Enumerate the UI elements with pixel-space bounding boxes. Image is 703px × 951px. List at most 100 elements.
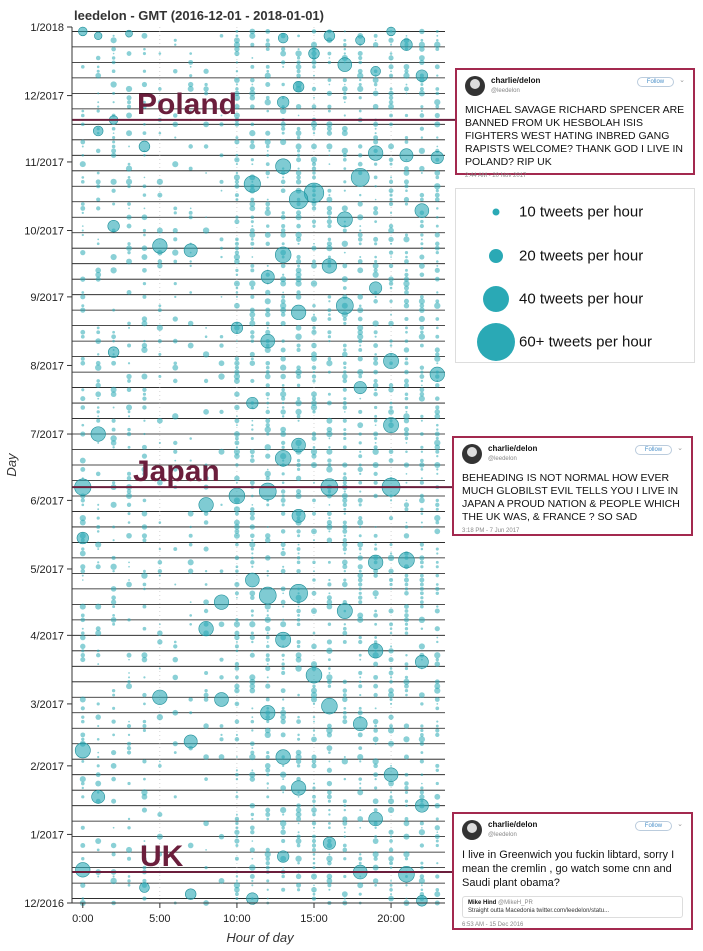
chevron-down-icon[interactable]: ⌄: [679, 77, 685, 84]
activity-dot: [204, 463, 208, 467]
activity-dot: [420, 172, 423, 174]
activity-dot: [81, 759, 85, 763]
activity-dot: [435, 383, 440, 388]
data-point: [322, 836, 336, 850]
activity-dot: [312, 171, 316, 175]
activity-dot: [219, 675, 224, 680]
data-point: [258, 586, 277, 605]
activity-dot: [141, 444, 147, 450]
activity-dot: [251, 884, 254, 887]
activity-dot: [126, 489, 132, 494]
chevron-down-icon[interactable]: ⌄: [677, 821, 683, 828]
activity-dot: [435, 732, 440, 738]
activity-dot: [203, 511, 209, 516]
activity-dot: [419, 113, 425, 118]
activity-dot: [128, 672, 130, 674]
x-tick-label: 10:00: [223, 913, 251, 925]
activity-dot: [234, 193, 239, 198]
activity-dot: [143, 587, 146, 591]
activity-dot: [372, 271, 379, 278]
activity-dot: [373, 763, 378, 769]
x-axis-label: Hour of day: [226, 930, 295, 945]
activity-dot: [297, 715, 300, 719]
activity-dot: [265, 665, 271, 672]
activity-dot: [420, 330, 424, 335]
activity-dot: [326, 241, 332, 247]
activity-dot: [357, 307, 364, 314]
activity-dot: [312, 834, 316, 839]
activity-dot: [265, 29, 271, 34]
activity-dot: [281, 131, 285, 135]
activity-dot: [157, 339, 162, 344]
activity-dot: [189, 207, 192, 210]
activity-dot: [142, 498, 147, 503]
activity-dot: [95, 630, 102, 637]
activity-dot: [264, 139, 271, 146]
activity-dot: [95, 338, 102, 344]
activity-dot: [390, 242, 393, 245]
activity-dot: [420, 219, 424, 224]
activity-dot: [388, 227, 394, 234]
activity-dot: [280, 732, 286, 738]
activity-dot: [312, 684, 316, 688]
chevron-down-icon[interactable]: ⌄: [677, 445, 683, 452]
activity-dot: [110, 501, 117, 508]
activity-dot: [435, 87, 440, 91]
activity-dot: [188, 210, 193, 215]
activity-dot: [358, 670, 363, 675]
activity-dot: [157, 852, 163, 857]
activity-dot: [251, 817, 254, 821]
activity-dot: [311, 219, 317, 224]
activity-dot: [420, 445, 424, 449]
activity-dot: [234, 886, 240, 893]
activity-dot: [373, 175, 378, 180]
activity-dot: [311, 29, 317, 34]
activity-dot: [418, 736, 426, 743]
activity-dot: [141, 533, 148, 539]
activity-dot: [312, 498, 316, 503]
activity-dot: [281, 242, 285, 246]
activity-dot: [234, 630, 240, 636]
activity-dot: [142, 878, 147, 883]
tweet-timestamp[interactable]: 3:18 PM - 7 Jun 2017: [462, 528, 520, 534]
activity-dot: [372, 42, 379, 48]
activity-dot: [265, 476, 270, 481]
activity-dot: [281, 46, 286, 52]
activity-dot: [251, 649, 254, 652]
legend-dot-20: [489, 249, 503, 263]
activity-dot: [310, 156, 318, 163]
quoted-tweet[interactable]: Mike Hind @MikeH_PR Straight outta Maced…: [462, 896, 683, 918]
activity-dot: [281, 503, 285, 507]
activity-dot: [97, 105, 100, 108]
activity-dot: [250, 268, 255, 273]
activity-dot: [295, 50, 302, 57]
activity-dot: [280, 426, 287, 433]
activity-dot: [236, 596, 238, 599]
activity-dot: [419, 480, 424, 485]
tweet-timestamp[interactable]: 2:44 AM - 20 Nov 2017: [465, 173, 527, 179]
tweet-timestamp[interactable]: 6:53 AM - 15 Dec 2016: [462, 922, 524, 928]
activity-dot: [389, 552, 393, 555]
follow-button[interactable]: Follow: [634, 821, 673, 831]
follow-button[interactable]: Follow: [636, 77, 675, 87]
activity-dot: [434, 687, 441, 694]
follow-button[interactable]: Follow: [634, 445, 673, 455]
data-point: [183, 243, 198, 258]
activity-dot: [127, 100, 131, 105]
data-point: [275, 158, 292, 175]
activity-dot: [357, 329, 363, 336]
activity-dot: [157, 100, 162, 105]
activity-dot: [359, 760, 362, 763]
activity-dot: [389, 887, 393, 892]
quoted-author-name: Mike Hind: [468, 900, 497, 906]
activity-dot: [250, 77, 255, 83]
activity-dot: [373, 82, 378, 87]
data-point: [125, 29, 133, 38]
activity-dot: [128, 326, 131, 329]
y-tick-label: 6/2017: [30, 495, 64, 507]
activity-dot: [111, 418, 116, 423]
activity-dot: [358, 516, 363, 521]
activity-dot: [359, 450, 362, 453]
activity-dot: [328, 672, 331, 674]
activity-dot: [342, 476, 348, 481]
